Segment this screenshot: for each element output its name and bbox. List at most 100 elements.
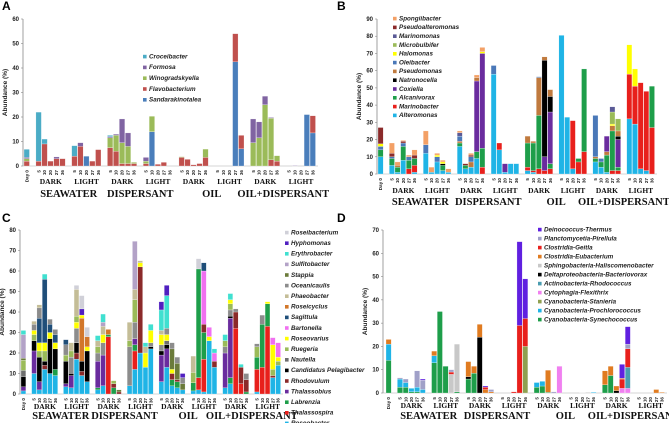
- legend-swatch: [393, 78, 397, 82]
- bar-segment-oceanicaulis: [31, 324, 37, 331]
- bar-segment-winogradskyella: [119, 142, 125, 164]
- bar-segment-flavobacterium: [41, 143, 48, 167]
- bar-segment-flavobacterium: [119, 163, 125, 167]
- bar-segment-clostridia-eubacterium: [465, 361, 472, 377]
- bar-segment-alteromonas: [643, 170, 650, 175]
- bar-segment-stappia: [174, 363, 180, 380]
- bar-stack: [547, 89, 553, 175]
- bar-segment-formosa: [143, 157, 149, 162]
- x-tick-label: 10: [149, 170, 154, 176]
- bar-stack: [206, 327, 212, 395]
- bar-segment-marinobacter: [637, 82, 644, 169]
- bar-segment-ruegeria: [36, 350, 42, 358]
- y-tick-label: 0: [16, 164, 20, 170]
- bar-stack: [196, 163, 203, 167]
- bar-segment-spongiibacter: [400, 140, 406, 142]
- x-tick-label: 10: [260, 398, 265, 404]
- bar-segment-roseobacter: [195, 389, 202, 395]
- y-tick-label: 50: [372, 275, 379, 281]
- bar-stack: [445, 168, 452, 175]
- bar-segment-coxiella: [547, 111, 553, 164]
- legend-label: Roseicyclus: [291, 304, 328, 311]
- legend-item: Roseibacterium: [285, 229, 339, 236]
- subgroup-label-dark: DARK: [392, 186, 414, 195]
- bar-segment-ruegeria: [68, 350, 74, 358]
- bar-segment-flavobacterium: [309, 115, 316, 134]
- bar-segment-flavobacterium: [178, 157, 185, 167]
- subgroup-label-light: LIGHT: [74, 177, 99, 186]
- bar-segment-alteromonas: [490, 73, 497, 175]
- bar-segment-alteromonas: [502, 172, 508, 175]
- x-tick-label: 20: [604, 178, 609, 184]
- bar-segment-roseovarius: [73, 322, 80, 329]
- bar-segment-roseovarius: [270, 344, 276, 370]
- bar-stack: [516, 241, 523, 394]
- group-label: OIL: [556, 411, 575, 422]
- subgroup-label-light: LIGHT: [561, 186, 586, 195]
- legend-swatch: [393, 96, 397, 100]
- bar-segment-thalassospira: [105, 336, 111, 395]
- legend-swatch: [285, 347, 289, 351]
- bar-segment-alcanivorax: [547, 163, 553, 169]
- bar-stack: [643, 91, 650, 175]
- legend-label: Pseudomonas: [399, 68, 443, 75]
- bar-segment-oceanicaulis: [227, 309, 233, 317]
- x-tick-label: 27: [517, 397, 522, 403]
- x-tick-label: 5: [603, 397, 608, 400]
- bar-segment-rhodovulum: [174, 379, 180, 382]
- bar-segment-roseibacterium: [73, 285, 80, 290]
- bar-segment-roseobacter: [180, 389, 186, 395]
- y-tick-label: 40: [366, 103, 373, 109]
- legend-item: Marinobacter: [393, 103, 439, 110]
- x-tick-label: 10: [599, 178, 604, 184]
- y-tick-label: 10: [372, 368, 379, 374]
- bar-stack: [473, 74, 480, 175]
- legend-swatch: [285, 252, 289, 256]
- bar-segment-ruegeria: [63, 354, 69, 362]
- group-label: OIL+DISPERSANT: [578, 197, 669, 208]
- bar-segment-coxiella: [502, 163, 508, 173]
- bar-segment-winogradskyella: [268, 118, 274, 160]
- bar-segment-marinobacter: [530, 170, 536, 173]
- bar-stack: [31, 321, 37, 395]
- bar-segment-sagittula: [42, 279, 48, 343]
- bar-segment-ruegeria: [275, 361, 281, 366]
- bar-segment-alcanivorax: [377, 149, 384, 157]
- bar-segment-roseovarius: [264, 301, 271, 304]
- bar-segment-oceanicaulis: [174, 356, 180, 364]
- bar-segment-rhodovulum: [211, 361, 218, 368]
- legend-item: Sphingobacteria-Haliscomenobacter: [538, 262, 654, 269]
- bar-segment-alteromonas: [524, 170, 531, 175]
- legend-swatch: [285, 379, 289, 383]
- legend-item: Stappia: [285, 272, 314, 279]
- x-tick-label: 36: [420, 397, 425, 403]
- x-tick-label: 27: [620, 397, 625, 403]
- bar-segment-deinococcus-thermus: [482, 385, 489, 388]
- legend-item: Pseudomonas: [393, 68, 443, 75]
- legend-swatch: [538, 236, 542, 241]
- bar-segment-candidatus-pelagibacter: [158, 350, 164, 356]
- bar-segment-alcanivorax: [394, 166, 401, 173]
- bar-stack: [250, 118, 257, 167]
- bar-segment-pseudomonas: [541, 56, 548, 61]
- bar-segment-spongiibacter: [423, 130, 429, 145]
- bar-stack: [496, 142, 503, 175]
- x-tick-label: 36: [446, 178, 451, 184]
- bar-segment-candidatus-pelagibacter: [148, 346, 154, 350]
- bar-segment-ruegeria: [270, 369, 276, 376]
- x-tick-label: 10: [497, 178, 502, 184]
- bar-stack: [431, 350, 437, 394]
- bar-segment-labrenzia: [174, 381, 180, 388]
- subgroup-label-light: LIGHT: [425, 186, 450, 195]
- bar-stack: [442, 366, 449, 394]
- bar-stack: [619, 364, 625, 394]
- bar-stack: [533, 382, 540, 394]
- bar-segment-pseudomonas: [524, 135, 531, 144]
- bar-segment-alcanivorax: [462, 165, 469, 169]
- bar-segment-roseicyclus: [105, 329, 111, 335]
- bar-segment-phaeobacter: [36, 304, 42, 309]
- bar-stack: [113, 134, 119, 167]
- bar-segment-microbulbifer: [615, 118, 621, 132]
- bar-segment-roseobacter: [95, 389, 101, 395]
- bar-segment-stappia: [20, 358, 27, 361]
